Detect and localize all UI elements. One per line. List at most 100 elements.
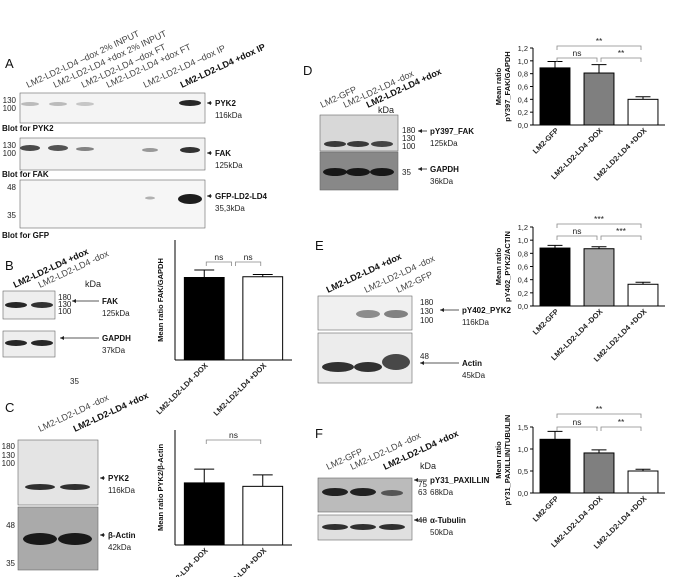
significance-label: ***	[594, 214, 605, 224]
bar	[539, 438, 571, 494]
protein-label: α-Tubulin	[430, 516, 466, 525]
significance-bracket	[556, 235, 598, 240]
size-label: 125kDa	[215, 161, 243, 170]
significance-label: ns	[573, 226, 582, 236]
bar	[627, 283, 659, 307]
marker-label: 130	[420, 307, 434, 316]
marker-label: 35	[402, 168, 411, 177]
arrow-head	[418, 129, 422, 133]
marker-label: 48	[418, 516, 427, 525]
y-tick-label: 0,8	[518, 70, 528, 79]
arrow-head	[414, 478, 418, 482]
marker-label: 180	[2, 442, 16, 451]
marker-label: 180	[402, 126, 416, 135]
error-bar	[547, 244, 563, 249]
protein-label: β-Actin	[108, 531, 136, 540]
y-tick-label: 0,0	[518, 121, 528, 130]
y-axis-label: Mean ratio FAK/GAPDH	[156, 258, 165, 342]
arrow-head	[414, 518, 418, 522]
kda-label: kDa	[378, 105, 394, 115]
band	[180, 147, 200, 153]
protein-label: pY397_FAK	[430, 127, 474, 136]
protein-label: FAK	[102, 297, 118, 306]
marker-label: 75	[418, 480, 427, 489]
marker-label: 35	[70, 377, 79, 386]
significance-label: **	[618, 48, 625, 58]
marker-label: 48	[7, 183, 16, 192]
y-tick-label: 0,2	[518, 108, 528, 117]
size-label: 125kDa	[430, 139, 458, 148]
arrow-head	[100, 476, 104, 480]
significance-label: **	[596, 404, 603, 414]
bar	[583, 72, 615, 126]
y-tick-label: 0,0	[518, 489, 528, 498]
protein-label: GAPDH	[102, 334, 131, 343]
significance-bracket	[556, 413, 642, 418]
bar	[583, 248, 615, 307]
marker-label: 100	[402, 142, 416, 151]
marker-label: 100	[3, 104, 17, 113]
band	[323, 168, 347, 176]
significance-bracket	[556, 426, 598, 431]
y-tick-label: 1,5	[518, 423, 528, 432]
significance-label: ***	[616, 226, 627, 236]
y-axis-label: Mean ratio	[494, 67, 503, 105]
blot-caption: Blot for GFP	[2, 231, 50, 240]
band	[60, 484, 90, 490]
arrow-head	[100, 533, 104, 537]
y-tick-label: 0,6	[518, 83, 528, 92]
panel-label: B	[5, 258, 14, 273]
error-bar	[252, 274, 273, 277]
marker-label: 100	[420, 316, 434, 325]
panel-label: E	[315, 238, 324, 253]
error-bar	[547, 60, 563, 68]
band	[354, 362, 382, 372]
marker-label: 130	[3, 96, 17, 105]
bar	[583, 452, 615, 494]
band	[324, 141, 346, 147]
error-bar	[635, 468, 651, 471]
band	[370, 168, 394, 176]
size-label: 125kDa	[102, 309, 130, 318]
size-label: 116kDa	[462, 318, 490, 327]
size-label: 116kDa	[215, 111, 243, 120]
band	[381, 490, 403, 496]
size-label: 35,3kDa	[215, 204, 245, 213]
y-tick-label: 1,2	[518, 44, 528, 53]
x-tick-label: LM2-GFP	[531, 494, 561, 524]
x-tick-label: LM2-LD2-LD4 +DOX	[212, 361, 269, 418]
bar	[183, 482, 225, 546]
y-tick-label: 0,2	[518, 289, 528, 298]
marker-label: 100	[2, 459, 16, 468]
significance-bracket	[600, 235, 642, 240]
panel-label: C	[5, 400, 14, 415]
band	[379, 524, 405, 530]
band	[350, 488, 376, 496]
significance-label: ns	[244, 252, 253, 262]
blot	[19, 179, 206, 229]
y-tick-label: 1,0	[518, 445, 528, 454]
size-label: 42kDa	[108, 543, 132, 552]
y-tick-label: 1,0	[518, 236, 528, 245]
band	[350, 524, 376, 530]
arrow-head	[440, 308, 444, 312]
band	[5, 302, 27, 308]
marker-label: 63	[418, 488, 427, 497]
marker-label: 100	[3, 149, 17, 158]
y-tick-label: 0,6	[518, 263, 528, 272]
protein-label: FAK	[215, 149, 231, 158]
blot	[19, 137, 206, 171]
significance-bracket	[600, 426, 642, 431]
bar	[183, 277, 225, 361]
marker-label: 48	[6, 521, 15, 530]
significance-bracket	[556, 223, 642, 228]
bar	[242, 276, 284, 361]
protein-label: PYK2	[108, 474, 129, 483]
marker-label: 130	[402, 134, 416, 143]
error-bar	[194, 269, 215, 278]
panel-label: D	[303, 63, 312, 78]
blot-caption: Blot for FAK	[2, 170, 49, 179]
error-bar	[194, 468, 215, 483]
band	[145, 196, 155, 200]
y-tick-label: 0,4	[518, 276, 528, 285]
